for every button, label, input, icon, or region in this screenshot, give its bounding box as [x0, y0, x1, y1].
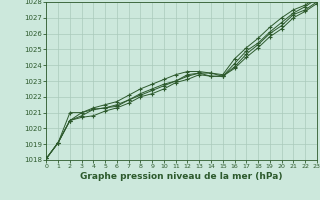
X-axis label: Graphe pression niveau de la mer (hPa): Graphe pression niveau de la mer (hPa)	[80, 172, 283, 181]
